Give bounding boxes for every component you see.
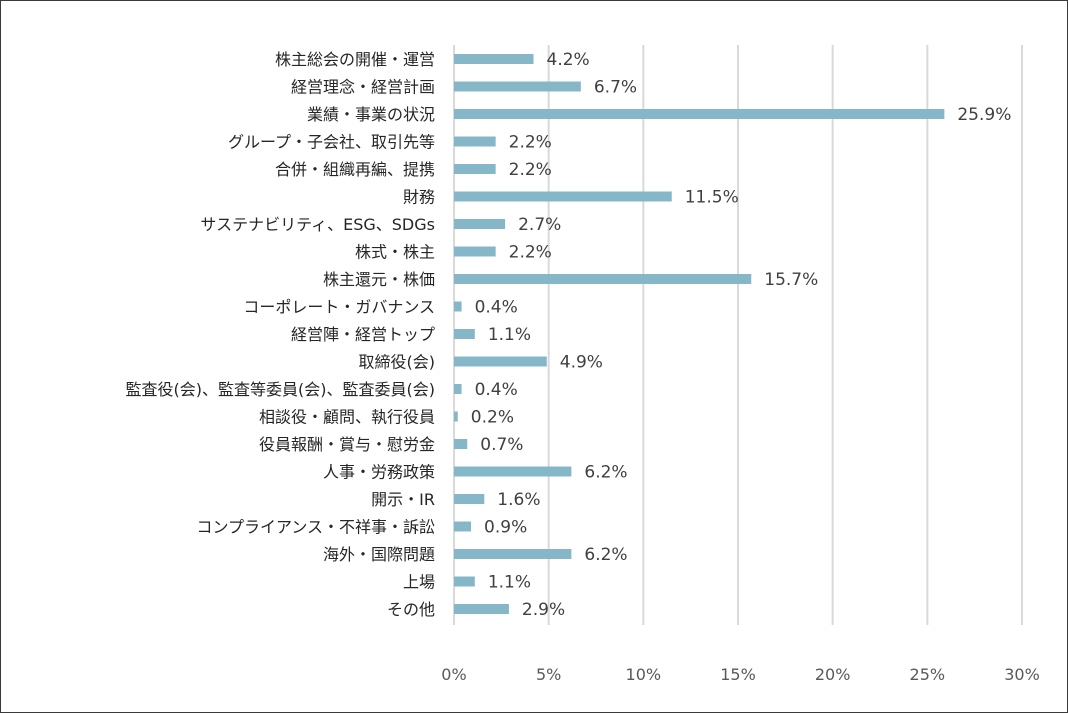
bar <box>454 494 485 504</box>
bar <box>454 576 475 587</box>
data-label: 0.2% <box>471 408 514 428</box>
x-tick-label: 30% <box>1004 665 1040 684</box>
bar <box>454 411 458 422</box>
category-label: 取締役(会) <box>359 353 436 372</box>
category-label: 海外・国際問題 <box>323 545 435 564</box>
category-label: 財務 <box>403 188 435 207</box>
data-label: 6.2% <box>584 545 627 565</box>
x-tick-label: 15% <box>720 665 756 684</box>
x-tick-label: 0% <box>441 665 466 684</box>
x-tick-label: 10% <box>626 665 662 684</box>
gridlines <box>453 45 1023 625</box>
data-label: 0.4% <box>475 380 518 400</box>
bar <box>454 604 509 614</box>
data-label: 2.2% <box>509 133 552 153</box>
category-label: 株主還元・株価 <box>323 270 435 289</box>
data-label: 4.2% <box>547 50 590 70</box>
category-label: 業績・事業の状況 <box>307 105 435 124</box>
bar <box>454 301 462 312</box>
value-labels: 4.2%6.7% 25.9% 2.2% 2.2% 11.5% 2.7% 2.2% 15.7% 0… <box>471 50 1012 620</box>
data-label: 0.4% <box>475 298 518 318</box>
category-label: 相談役・顧問、執行役員 <box>259 408 435 427</box>
category-label: 上場 <box>403 573 435 592</box>
bar <box>454 466 572 477</box>
data-label: 11.5% <box>685 188 739 208</box>
data-label: 4.9% <box>560 353 603 373</box>
bar <box>454 81 581 92</box>
bar <box>454 356 547 367</box>
bar <box>454 439 468 449</box>
category-label: グループ・子会社、取引先等 <box>228 133 435 152</box>
data-label: 6.7% <box>594 78 637 98</box>
data-label: 6.2% <box>584 463 627 483</box>
category-label: 株主総会の開催・運営 <box>275 50 435 69</box>
category-label: 株式・株主 <box>355 243 435 262</box>
x-tick-label: 25% <box>910 665 946 684</box>
data-label: 1.1% <box>488 325 531 345</box>
x-tick-labels: 0% 5% 10% 15% 20% 25% 30% <box>441 665 1039 684</box>
category-label: コーポレート・ガバナンス <box>243 298 435 317</box>
x-tick-label: 5% <box>536 665 561 684</box>
x-tick-label: 20% <box>815 665 851 684</box>
bars <box>454 54 945 614</box>
category-label: 役員報酬・賞与・慰労金 <box>259 435 435 454</box>
data-label: 2.7% <box>518 215 561 235</box>
data-label: 2.9% <box>522 600 565 620</box>
data-label: 2.2% <box>509 160 552 180</box>
bar <box>454 246 496 257</box>
data-label: 1.1% <box>488 573 531 593</box>
bar <box>454 384 462 394</box>
category-label: 経営陣・経営トップ <box>291 325 435 344</box>
category-label: 開示・IR <box>371 490 435 509</box>
category-label: 合併・組織再編、提携 <box>275 160 435 179</box>
data-label: 25.9% <box>957 105 1011 125</box>
bar <box>454 219 506 229</box>
data-label: 1.6% <box>497 490 540 510</box>
data-label: 0.7% <box>480 435 523 455</box>
category-label: サステナビリティ、ESG、SDGs <box>200 215 435 234</box>
category-label: その他 <box>387 600 435 619</box>
data-label: 15.7% <box>764 270 818 290</box>
bar <box>454 109 945 119</box>
category-labels: 株主総会の開催・運営経営理念・経営計画業績・事業の状況グループ・子会社、取引先等… <box>126 50 435 619</box>
bar <box>454 136 496 147</box>
bar <box>454 54 534 64</box>
bar <box>454 521 472 532</box>
bar <box>454 329 475 339</box>
bar <box>454 549 572 559</box>
data-label: 2.2% <box>509 243 552 263</box>
category-label: 経営理念・経営計画 <box>291 78 435 97</box>
bar <box>454 274 752 284</box>
data-label: 0.9% <box>484 518 527 538</box>
category-label: コンプライアンス・不祥事・訴訟 <box>196 518 435 537</box>
category-label: 監査役(会)、監査等委員(会)、監査委員(会) <box>126 380 435 399</box>
bar <box>454 164 496 174</box>
bar <box>454 191 672 202</box>
category-label: 人事・労務政策 <box>323 463 435 482</box>
